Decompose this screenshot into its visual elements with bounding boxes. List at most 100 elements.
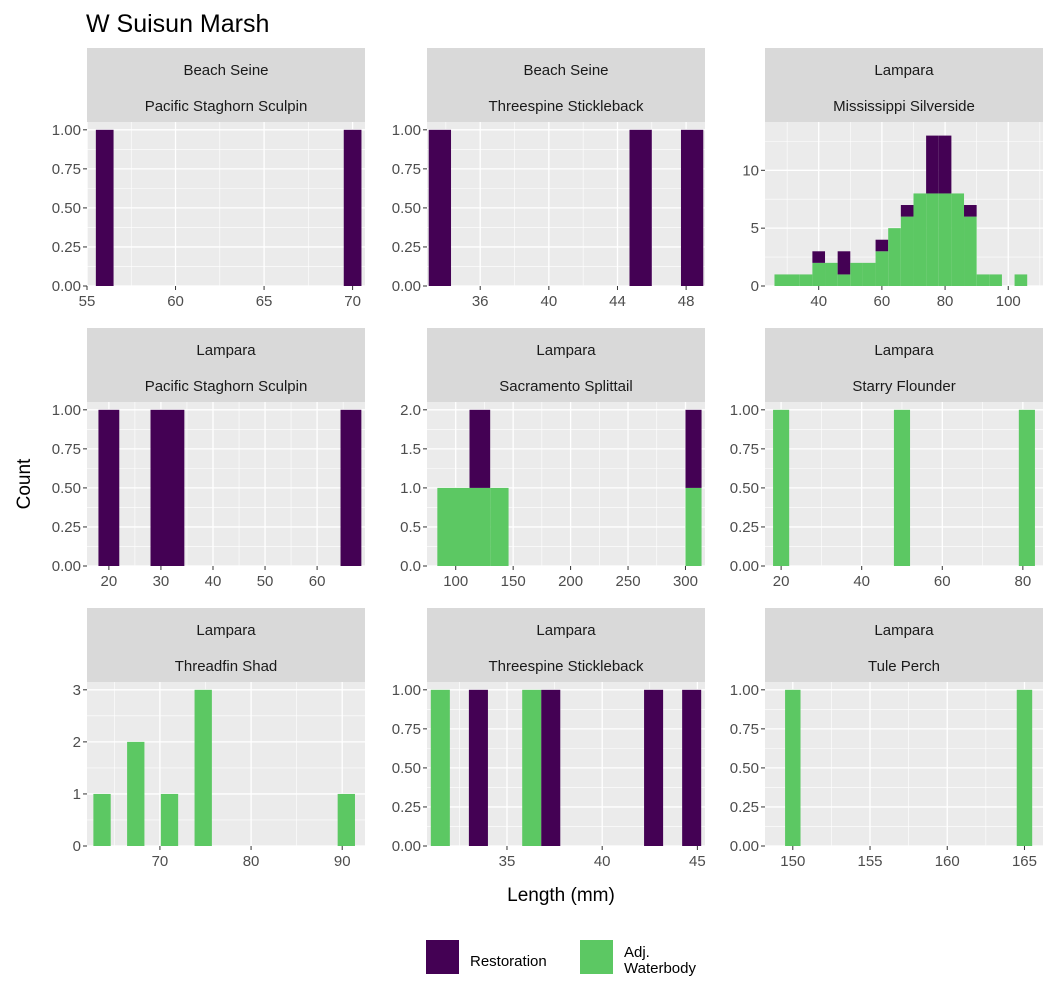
x-tick-label: 35 xyxy=(499,853,516,870)
y-tick-label: 0.0 xyxy=(400,558,421,575)
y-tick-label: 0.00 xyxy=(52,558,81,575)
y-tick-label: 1.00 xyxy=(52,122,81,139)
x-tick-label: 100 xyxy=(996,293,1021,310)
bar-restoration xyxy=(644,689,664,846)
legend-key-adjacent xyxy=(580,940,613,974)
y-tick-label: 10 xyxy=(742,162,759,179)
bar-adj-waterbody xyxy=(951,193,965,286)
x-tick-label: 150 xyxy=(501,573,526,590)
bar-adj-waterbody xyxy=(837,274,851,286)
bar-adj-waterbody xyxy=(875,251,889,286)
bar-adj-waterbody xyxy=(900,216,914,286)
facet-strip xyxy=(427,328,705,402)
facet-strip-species-label: Pacific Staghorn Sculpin xyxy=(145,98,308,115)
y-tick-label: 0.50 xyxy=(730,760,759,777)
panel-background xyxy=(87,122,365,286)
bar-adj-waterbody xyxy=(812,262,826,286)
x-tick-label: 40 xyxy=(205,573,222,590)
bar-restoration xyxy=(468,689,488,846)
y-tick-label: 2.0 xyxy=(400,402,421,419)
y-tick-label: 0.25 xyxy=(52,239,81,256)
x-tick-label: 30 xyxy=(153,573,170,590)
x-tick-label: 100 xyxy=(443,573,468,590)
y-tick-label: 0.75 xyxy=(392,721,421,738)
facet-strip xyxy=(87,608,365,682)
x-tick-label: 80 xyxy=(937,293,954,310)
facet-strip xyxy=(765,48,1043,122)
facet-strip-gear-label: Lampara xyxy=(536,342,596,359)
bar-adj-waterbody xyxy=(160,793,179,846)
bar-adj-waterbody xyxy=(799,274,813,286)
legend-label-adjacent: Adj. xyxy=(624,944,650,961)
bar-adj-waterbody xyxy=(825,262,838,286)
bar-restoration xyxy=(469,409,491,488)
y-tick-label: 1.00 xyxy=(52,402,81,419)
y-tick-label: 0 xyxy=(751,278,759,295)
x-tick-label: 155 xyxy=(858,853,883,870)
y-tick-label: 0.00 xyxy=(392,838,421,855)
bar-adj-waterbody xyxy=(522,689,542,846)
x-tick-label: 200 xyxy=(558,573,583,590)
bar-restoration xyxy=(340,409,362,566)
bar-adj-waterbody xyxy=(862,262,876,286)
x-tick-label: 80 xyxy=(243,853,260,870)
bar-adj-waterbody xyxy=(976,274,990,286)
legend: Restoration Adj.Waterbody xyxy=(426,940,696,977)
y-tick-label: 0.75 xyxy=(730,721,759,738)
facet-strip-gear-label: Lampara xyxy=(196,342,256,359)
bar-adj-waterbody xyxy=(964,216,977,286)
bar-adj-waterbody xyxy=(888,228,901,286)
x-tick-label: 250 xyxy=(616,573,641,590)
bar-restoration xyxy=(964,205,977,217)
bar-adj-waterbody xyxy=(893,409,911,566)
y-tick-label: 0.75 xyxy=(392,161,421,178)
facet-strip-species-label: Starry Flounder xyxy=(852,378,955,395)
y-tick-label: 2 xyxy=(73,734,81,751)
x-tick-label: 60 xyxy=(934,573,951,590)
facet-strip-gear-label: Lampara xyxy=(196,622,256,639)
facet-strip-species-label: Threadfin Shad xyxy=(175,658,278,675)
y-tick-label: 0.50 xyxy=(730,480,759,497)
bar-restoration xyxy=(150,409,185,566)
bar-restoration xyxy=(98,409,120,566)
x-tick-label: 70 xyxy=(344,293,361,310)
x-tick-label: 60 xyxy=(309,573,326,590)
facet-strip xyxy=(87,328,365,402)
bar-restoration xyxy=(95,129,114,286)
y-tick-label: 0.50 xyxy=(392,760,421,777)
facet-panel: Lampara Sacramento Splittail 0.0 0.5 1.0 1.5 2… xyxy=(400,328,705,590)
x-tick-label: 60 xyxy=(874,293,891,310)
facet-strip xyxy=(427,48,705,122)
y-tick-label: 0.25 xyxy=(52,519,81,536)
bar-restoration xyxy=(680,129,704,286)
facet-strip-gear-label: Lampara xyxy=(874,62,934,79)
bar-adj-waterbody xyxy=(430,689,450,846)
y-tick-label: 0.25 xyxy=(392,239,421,256)
bar-restoration xyxy=(682,689,702,846)
facet-panel: Lampara Threadfin Shad 0 1 2 3 70 80 90 xyxy=(73,608,365,870)
x-tick-label: 48 xyxy=(678,293,695,310)
x-tick-label: 90 xyxy=(334,853,351,870)
x-tick-label: 40 xyxy=(540,293,557,310)
bar-restoration xyxy=(812,251,826,263)
y-tick-label: 3 xyxy=(73,682,81,699)
facet-strip-species-label: Threespine Stickleback xyxy=(488,658,644,675)
facet-strip xyxy=(765,608,1043,682)
facet-panel: Lampara Starry Flounder 0.00 0.25 0.50 0.75 1.… xyxy=(730,328,1043,590)
facet-strip xyxy=(427,608,705,682)
legend-label-adjacent: Waterbody xyxy=(624,960,696,977)
bar-adj-waterbody xyxy=(1018,409,1035,566)
y-tick-label: 0.25 xyxy=(392,799,421,816)
x-tick-label: 20 xyxy=(773,573,790,590)
facet-panel: Lampara Mississippi Silverside 0 5 10 40 60 80 1… xyxy=(742,48,1043,310)
y-tick-label: 1.00 xyxy=(730,682,759,699)
y-tick-label: 0.75 xyxy=(730,441,759,458)
bar-adj-waterbody xyxy=(989,274,1002,286)
panel-background xyxy=(427,122,705,286)
x-tick-label: 160 xyxy=(935,853,960,870)
x-tick-label: 36 xyxy=(472,293,489,310)
y-tick-label: 1.00 xyxy=(392,682,421,699)
y-tick-label: 0.25 xyxy=(730,799,759,816)
